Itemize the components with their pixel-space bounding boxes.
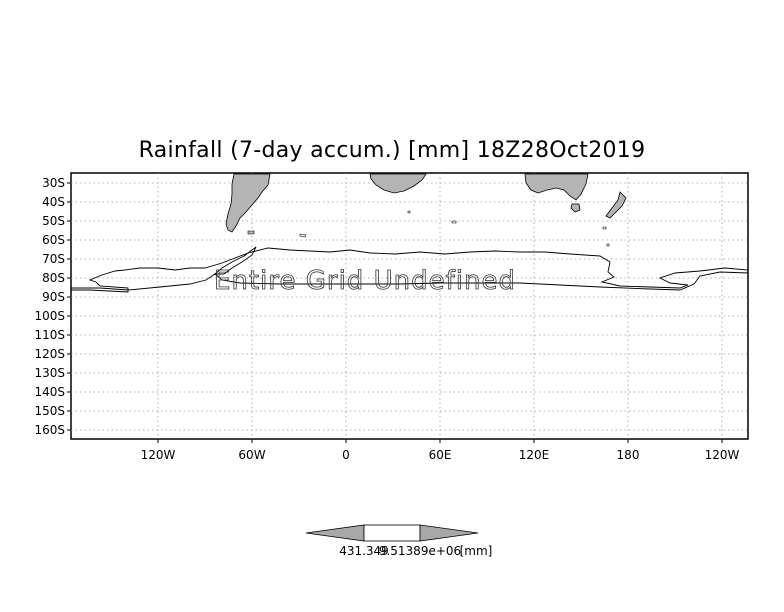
longitude-label: 0 xyxy=(342,448,350,462)
longitude-label: 180 xyxy=(617,448,640,462)
latitude-label: 140S xyxy=(34,385,65,399)
colorbar: 431.349 9.51389e+06 [mm] xyxy=(305,524,493,558)
longitude-label: 120E xyxy=(519,448,550,462)
falkland-islands xyxy=(247,230,255,235)
small-island xyxy=(451,220,457,224)
tasmania-island xyxy=(570,203,581,213)
south-america-landmass xyxy=(225,173,271,233)
latitude-label: 120S xyxy=(34,347,65,361)
colorbar-unit-label: [mm] xyxy=(460,544,493,558)
colorbar-left-triangle xyxy=(305,524,365,542)
latitude-label: 50S xyxy=(42,214,65,228)
map-title: Rainfall (7-day accum.) [mm] 18Z28Oct201… xyxy=(138,138,646,163)
plot-frame xyxy=(70,172,749,440)
latitude-label: 60S xyxy=(42,233,65,247)
longitude-label: 60W xyxy=(238,448,265,462)
australia-landmass xyxy=(524,173,589,201)
latitude-label: 90S xyxy=(42,290,65,304)
latitude-label: 110S xyxy=(34,328,65,342)
antarctica-coastline xyxy=(71,247,749,293)
latitude-label: 100S xyxy=(34,309,65,323)
new-zealand-island xyxy=(605,191,627,219)
small-island xyxy=(602,226,607,230)
south-georgia-island xyxy=(299,233,307,238)
longitude-labels: 120W 60W 0 60E 120E 180 120W xyxy=(141,439,740,462)
longitude-label: 120W xyxy=(705,448,740,462)
africa-landmass xyxy=(369,173,427,194)
colorbar-swatch xyxy=(363,524,421,542)
latitude-label: 80S xyxy=(42,271,65,285)
latitude-label: 130S xyxy=(34,366,65,380)
latitude-label: 150S xyxy=(34,404,65,418)
antarctic-peninsula xyxy=(213,246,257,275)
latitude-label: 160S xyxy=(34,423,65,437)
latitude-label: 70S xyxy=(42,252,65,266)
colorbar-left-label: 431.349 xyxy=(339,544,389,558)
small-island xyxy=(407,210,411,214)
longitude-label: 60E xyxy=(429,448,452,462)
latitude-labels: 30S 40S 50S 60S 70S 80S 90S 100S 110S 120S 130S 140… xyxy=(34,176,71,437)
gridlines xyxy=(71,173,748,439)
colorbar-right-triangle xyxy=(419,524,479,542)
small-island xyxy=(606,243,610,247)
colorbar-center-label: 9.51389e+06 xyxy=(379,544,461,558)
latitude-label: 30S xyxy=(42,176,65,190)
longitude-label: 120W xyxy=(141,448,176,462)
undefined-grid-message: Entire Grid Undefined xyxy=(214,266,516,296)
latitude-label: 40S xyxy=(42,195,65,209)
land-masses xyxy=(71,173,749,293)
